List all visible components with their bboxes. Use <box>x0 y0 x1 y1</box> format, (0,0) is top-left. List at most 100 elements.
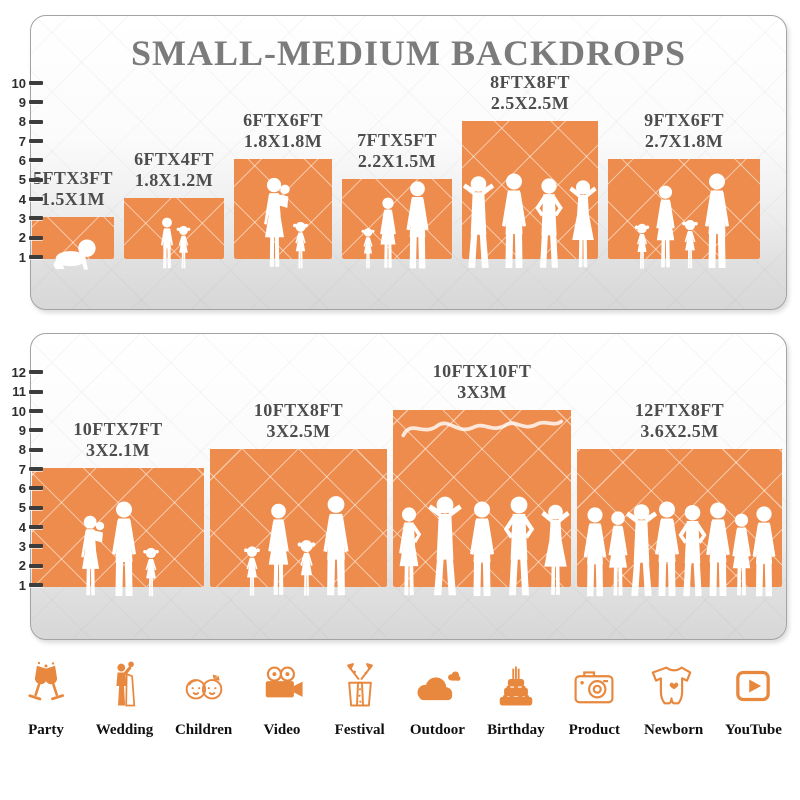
ruler-tick-9: 9 <box>4 95 43 110</box>
ruler-number: 7 <box>18 133 26 149</box>
backdrop-9ftx6ft: 9FTX6FT 2.7X1.8M <box>608 110 760 269</box>
woman-silhouette <box>267 503 289 595</box>
backdrop-size-label: 5FTX3FT 1.5X1M <box>33 168 113 210</box>
backdrop-rect <box>32 468 204 597</box>
ruler-number: 3 <box>18 210 26 226</box>
page-title: SMALL-MEDIUM BACKDROPS <box>130 33 686 73</box>
backdrop-7ftx5ft: 7FTX5FT 2.2X1.5M <box>342 130 452 269</box>
category-wedding: Wedding <box>95 660 154 739</box>
product-icon <box>568 660 620 712</box>
ruler-tick-mark <box>29 139 43 144</box>
backdrop-rect <box>393 410 571 596</box>
ruler-tick-mark <box>29 563 43 568</box>
ruler-tick-7: 7 <box>4 133 43 149</box>
man-silhouette <box>322 496 349 596</box>
wedding-icon <box>98 660 150 712</box>
category-label: Video <box>263 722 301 738</box>
backdrop-size-label: 6FTX6FT 1.8X1.8M <box>243 110 323 152</box>
newborn-icon <box>648 660 700 712</box>
category-festival: Festival <box>332 660 388 739</box>
ruler-number: 1 <box>18 577 26 593</box>
backdrop-size-label: 6FTX4FT 1.8X1.2M <box>134 149 214 191</box>
girl-silhouette <box>634 223 649 269</box>
ruler-tick-3: 3 <box>4 210 43 226</box>
baby-crawling-silhouette <box>53 239 96 270</box>
backdrop-rect <box>342 179 452 269</box>
woman-silhouette <box>732 513 751 596</box>
category-label: Children <box>174 722 233 738</box>
woman-holding-baby-silhouette <box>81 515 105 596</box>
ruler-tick-mark <box>29 428 43 433</box>
people-silhouettes <box>393 494 571 600</box>
party-icon <box>20 660 72 712</box>
size-feet: 10FTX8FT <box>253 400 344 421</box>
ruler-tick-mark <box>29 467 43 472</box>
backdrop-rect <box>577 449 782 597</box>
ruler-tick-mark <box>29 81 43 86</box>
man-silhouette <box>112 501 136 596</box>
people-silhouettes <box>124 216 224 272</box>
people-silhouettes <box>577 500 782 600</box>
size-feet: 7FTX5FT <box>357 130 437 151</box>
ruler-tick-12: 12 <box>4 365 43 380</box>
people-silhouettes <box>32 236 114 272</box>
man-arms-up-silhouette <box>427 496 462 596</box>
ruler-tick-mark <box>29 158 43 163</box>
size-ruler-feet: 1 2 3 4 5 6 7 8 9 10 11 12 <box>4 334 50 639</box>
man-arms-up-silhouette <box>462 176 494 268</box>
category-label: Wedding <box>95 722 154 738</box>
ruler-tick-5: 5 <box>4 172 43 187</box>
ruler-tick-mark <box>29 216 43 221</box>
size-meters: 2.7X1.8M <box>644 131 724 152</box>
man-silhouette <box>469 501 494 596</box>
youtube-icon <box>727 660 779 712</box>
size-feet: 9FTX6FT <box>644 110 724 131</box>
ruler-tick-mark <box>29 370 43 375</box>
size-feet: 6FTX4FT <box>134 149 214 170</box>
ruler-tick-3: 3 <box>4 539 43 554</box>
category-label: Outdoor <box>409 722 465 738</box>
ruler-tick-mark <box>29 197 43 202</box>
man-arms-up-silhouette <box>625 504 658 596</box>
girl-silhouette <box>361 228 374 269</box>
festival-icon <box>334 660 386 712</box>
size-meters: 3X2.5M <box>266 421 331 442</box>
category-birthday: Birthday <box>487 660 545 739</box>
ruler-tick-mark <box>29 505 43 510</box>
ruler-tick-mark <box>29 177 43 182</box>
man-hands-on-hips-silhouette <box>678 504 707 597</box>
outdoor-icon <box>411 660 463 712</box>
woman-silhouette <box>379 197 396 268</box>
ruler-number: 4 <box>18 191 26 207</box>
ruler-number: 7 <box>18 461 26 477</box>
girl-silhouette <box>243 546 260 596</box>
size-meters: 2.2X1.5M <box>357 151 437 172</box>
girl-silhouette <box>297 540 315 596</box>
ruler-tick-8: 8 <box>4 442 43 457</box>
category-newborn: Newborn <box>644 660 703 739</box>
ruler-tick-mark <box>29 486 43 491</box>
backdrop-rect <box>32 217 114 270</box>
backdrop-10ftx7ft: 10FTX7FT 3X2.1M <box>32 419 204 597</box>
woman-hand-on-hip-silhouette <box>398 507 421 596</box>
size-feet: 6FTX6FT <box>243 110 323 131</box>
girl-silhouette <box>681 219 698 269</box>
category-video: Video <box>254 660 310 739</box>
backdrop-stage: 10FTX7FT 3X2.1M 10FTX8FT 3X2.5M 10FTX10FT 3X3… <box>32 361 784 597</box>
people-silhouettes <box>608 172 760 272</box>
category-youtube: YouTube <box>725 660 782 739</box>
woman-arms-up-silhouette <box>540 504 570 595</box>
backdrop-rect <box>124 198 224 269</box>
ruler-tick-1: 1 <box>4 577 43 593</box>
woman-holding-baby-silhouette <box>263 177 290 267</box>
backdrop-stage: 5FTX3FT 1.5X1M 6FTX4FT 1.8X1.2M 6FTX6FT 1.8X1… <box>32 72 784 270</box>
ruler-number: 2 <box>18 230 26 246</box>
people-silhouettes <box>234 176 332 272</box>
ruler-number: 9 <box>18 422 26 438</box>
category-label: Newborn <box>644 722 704 738</box>
size-ruler-feet: 1 2 3 4 5 6 7 8 9 10 <box>4 16 50 309</box>
backdrop-size-label: 12FTX8FT 3.6X2.5M <box>635 400 724 442</box>
ruler-tick-mark <box>29 409 43 414</box>
ruler-tick-mark <box>29 544 43 549</box>
ruler-number: 2 <box>18 558 26 574</box>
